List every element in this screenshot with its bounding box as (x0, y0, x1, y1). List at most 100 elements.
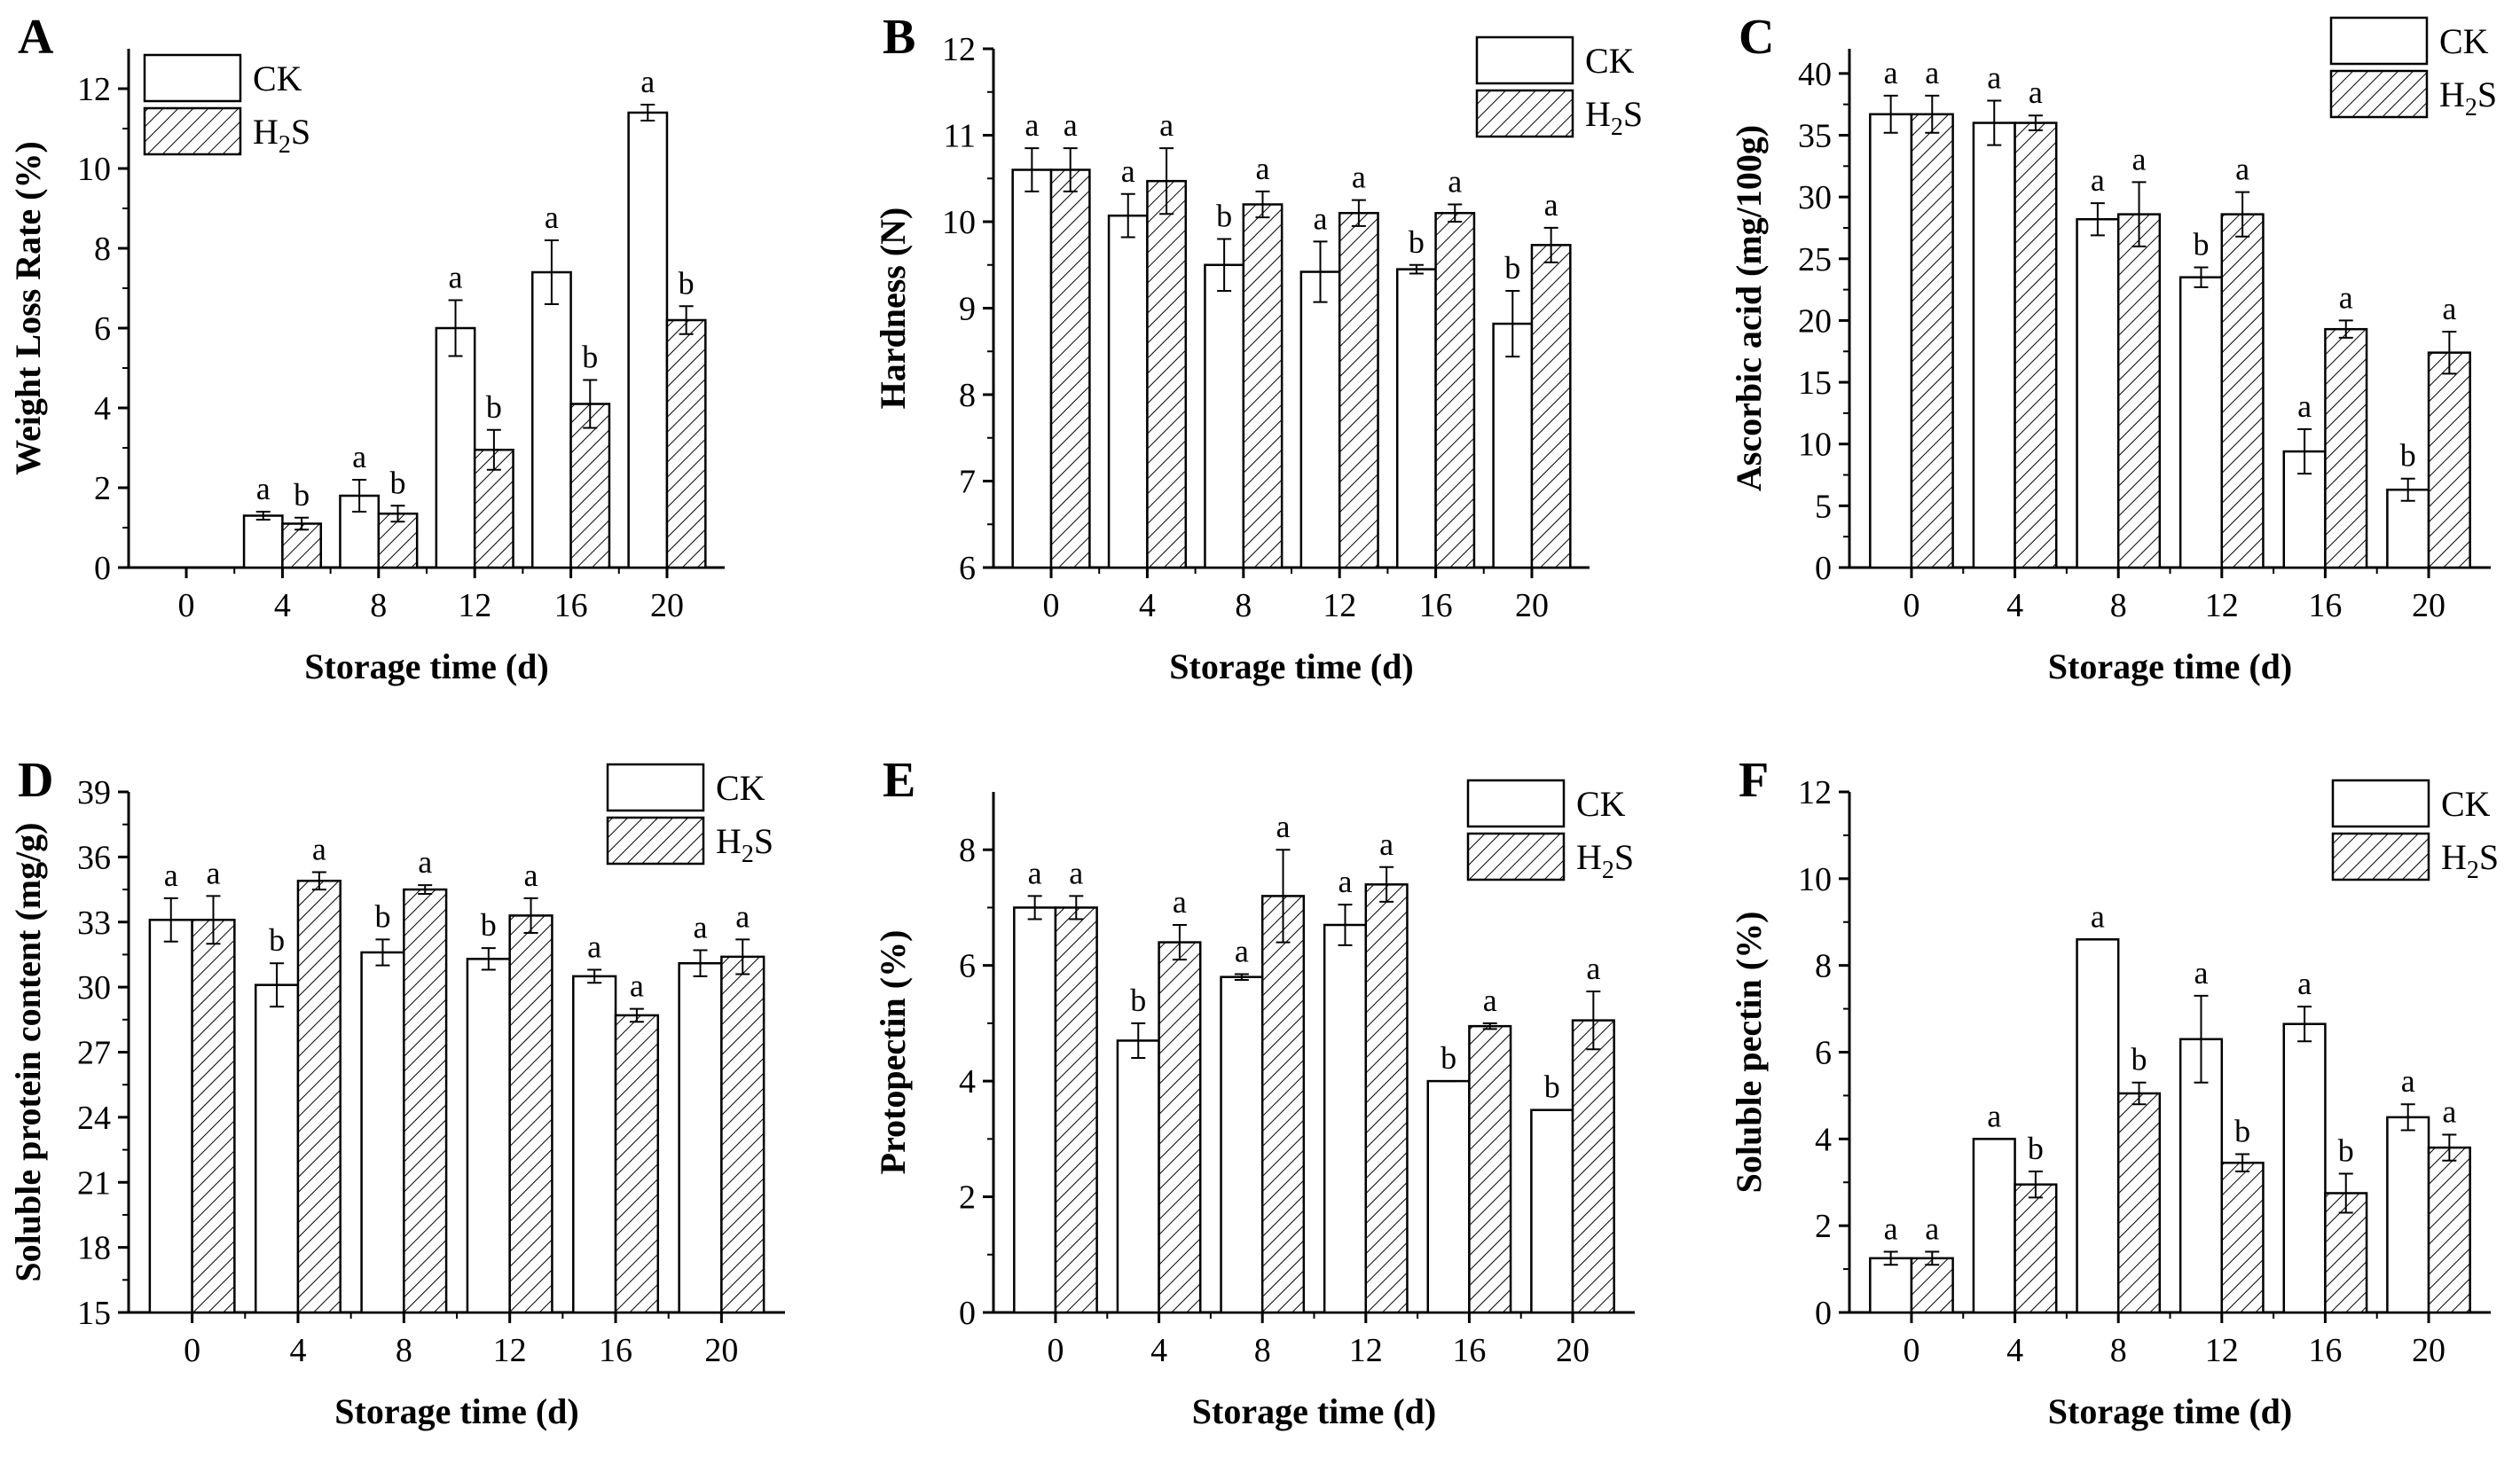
y-tick-label: 12 (1798, 774, 1832, 811)
y-tick-label: 8 (1815, 948, 1832, 985)
x-tick-label: 20 (1515, 587, 1549, 624)
significance-label: a (2401, 1063, 2415, 1099)
y-tick-label: 0 (94, 550, 111, 587)
bar-h2s (2220, 213, 2265, 569)
y-axis-title: Ascorbic acid (mg/100g) (1729, 125, 1769, 491)
legend-swatch-ck (606, 763, 705, 812)
x-tick-label: 4 (2006, 1332, 2023, 1369)
y-axis-title: Protopectin (%) (873, 930, 913, 1175)
bar-h2s (1242, 203, 1284, 569)
y-tick-label: 9 (959, 291, 976, 328)
legend-label-ck: CK (716, 768, 765, 808)
legend-swatch-ck (1466, 779, 1566, 828)
legend: CK H2S (2331, 779, 2499, 884)
y-tick-label: 8 (94, 231, 111, 268)
legend-label-ck: CK (1576, 784, 1626, 824)
x-tick-label: 4 (1150, 1332, 1167, 1369)
bar-ck (254, 983, 300, 1314)
legend: CK H2S (143, 53, 310, 159)
x-tick-label: 8 (2110, 587, 2127, 624)
bar-h2s (1910, 1257, 1954, 1314)
x-tick-label: 8 (2110, 1332, 2127, 1369)
x-tick-label: 0 (1903, 1332, 1919, 1369)
x-tick-label: 0 (184, 1332, 200, 1369)
significance-label: a (418, 844, 432, 880)
significance-label: b (2028, 1131, 2044, 1166)
y-tick-label: 10 (942, 204, 976, 241)
bar-ck (1492, 322, 1534, 569)
significance-label: a (1987, 60, 2001, 96)
significance-label: a (1314, 200, 1328, 236)
legend-swatch-h2s (143, 106, 242, 156)
panel-letter: F (1739, 753, 1769, 808)
legend-label-ck: CK (2441, 784, 2491, 824)
y-axis-title: Soluble pectin (%) (1729, 912, 1769, 1194)
x-tick-label: 4 (1139, 587, 1156, 624)
x-tick-label: 4 (289, 1332, 306, 1369)
bar-ck (1116, 1039, 1160, 1314)
x-axis-title: Storage time (d) (334, 1391, 578, 1431)
x-tick-label: 8 (396, 1332, 412, 1369)
bar-ck (1323, 923, 1368, 1314)
significance-label: a (1586, 951, 1600, 986)
bar-ck (1299, 270, 1341, 569)
y-tick-label: 0 (959, 1295, 976, 1332)
bar-h2s (1434, 212, 1476, 569)
significance-label: b (2400, 438, 2416, 474)
significance-label: a (1069, 855, 1083, 890)
significance-label: b (1441, 1040, 1456, 1076)
significance-label: a (640, 64, 655, 99)
legend-swatch-ck (2329, 16, 2429, 66)
x-tick-label: 12 (2205, 1332, 2239, 1369)
y-tick-label: 33 (77, 905, 111, 942)
x-tick-label: 16 (599, 1332, 632, 1369)
significance-label: a (312, 831, 326, 866)
x-tick-label: 12 (2205, 587, 2239, 624)
bar-h2s (2116, 213, 2162, 569)
bar-h2s (720, 955, 765, 1314)
significance-label: b (2338, 1132, 2354, 1168)
bar-ck (572, 975, 617, 1314)
bar-ck (1220, 975, 1264, 1314)
bar-ck (2179, 1038, 2224, 1314)
x-axis-title: Storage time (d) (2048, 1391, 2292, 1431)
bar-ck (1204, 263, 1245, 569)
y-tick-label: 2 (94, 470, 111, 507)
bar-h2s (1158, 941, 1202, 1314)
significance-label: b (269, 922, 285, 958)
bar-h2s (1260, 895, 1306, 1314)
bar-h2s (2324, 327, 2368, 569)
significance-label: a (1483, 983, 1497, 1018)
legend: CK H2S (2329, 16, 2497, 121)
bar-h2s (2427, 1146, 2471, 1314)
significance-label: a (694, 910, 708, 945)
significance-label: a (524, 858, 538, 893)
significance-label: a (206, 855, 220, 890)
y-tick-label: 12 (942, 31, 976, 68)
significance-label: a (545, 200, 559, 235)
y-tick-label: 10 (1798, 861, 1832, 898)
x-tick-label: 8 (1235, 587, 1252, 624)
legend-swatch-ck (1475, 35, 1574, 85)
significance-label: a (1159, 107, 1174, 143)
bar-h2s (1049, 168, 1091, 569)
significance-label: a (1255, 151, 1269, 186)
significance-label: a (2442, 1093, 2456, 1129)
significance-label: b (1216, 199, 1232, 234)
y-tick-label: 24 (77, 1100, 111, 1137)
x-tick-label: 20 (650, 587, 684, 624)
significance-label: a (2091, 898, 2105, 934)
significance-label: a (1028, 855, 1042, 890)
bar-ck (1972, 121, 2016, 569)
y-tick-label: 10 (77, 151, 111, 188)
significance-label: b (486, 389, 502, 425)
legend-label-ck: CK (253, 59, 302, 98)
significance-label: b (294, 477, 310, 513)
significance-label: a (1884, 1211, 1898, 1247)
bar-ck (2282, 1022, 2327, 1314)
significance-label: a (587, 929, 601, 965)
significance-label: a (2194, 955, 2208, 991)
legend-label-h2s: H2S (716, 821, 773, 868)
